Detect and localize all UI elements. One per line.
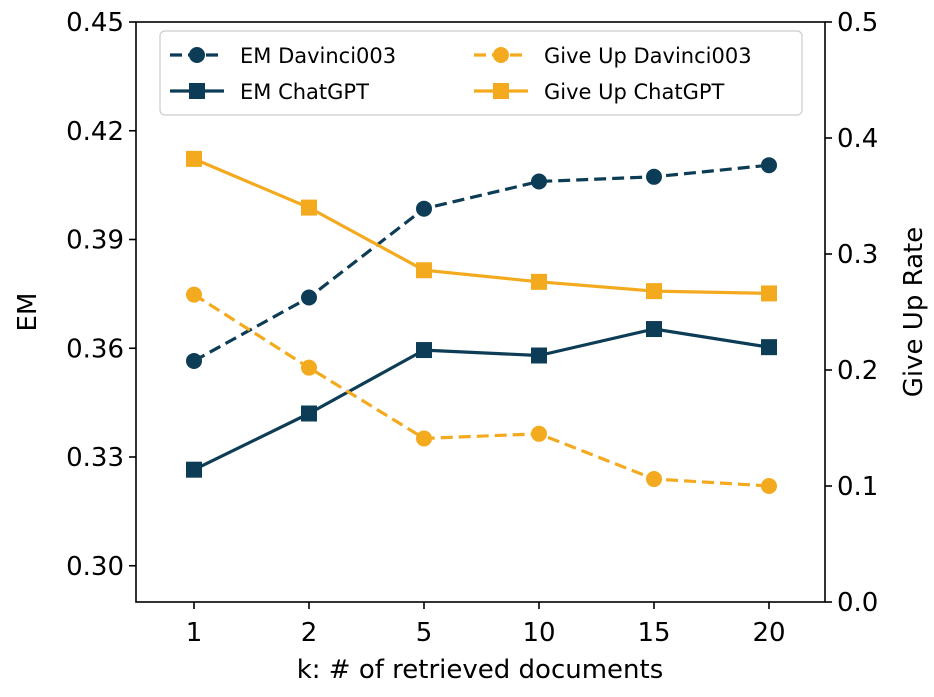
legend-item: Give Up ChatGPT: [474, 80, 725, 104]
x-tick-label: 5: [416, 618, 433, 648]
y-right-tick-label: 0.5: [837, 8, 878, 38]
data-point: [416, 262, 432, 279]
x-tick-label: 20: [752, 618, 785, 648]
data-point: [186, 352, 202, 369]
y-left-tick-label: 0.30: [66, 552, 124, 582]
legend-item: EM ChatGPT: [170, 80, 369, 104]
series-line: [193, 157, 770, 295]
y-right-tick-label: 0.4: [837, 124, 878, 154]
legend-label: Give Up Davinci003: [544, 44, 752, 68]
x-axis: 1 2 5 10 15 20: [186, 602, 786, 648]
x-tick-label: 2: [301, 618, 318, 648]
data-point: [186, 461, 202, 478]
series-em-davinci003: [186, 157, 777, 369]
series-line: [193, 327, 770, 472]
y-right-tick-label: 0.0: [837, 588, 878, 618]
legend-marker: [189, 83, 205, 99]
data-point: [301, 359, 317, 376]
y-right-tick-label: 0.2: [837, 356, 878, 386]
data-point: [646, 471, 662, 488]
data-point: [646, 168, 662, 185]
y-left-tick-label: 0.42: [66, 117, 124, 147]
x-axis-label: k: # of retrieved documents: [297, 655, 664, 685]
y-left-tick-label: 0.39: [66, 226, 124, 256]
y-left-tick-label: 0.45: [66, 8, 124, 38]
data-point: [761, 339, 777, 356]
data-point: [416, 430, 432, 447]
y-left-tick-label: 0.36: [66, 334, 124, 364]
x-tick-label: 1: [186, 618, 203, 648]
data-point: [761, 478, 777, 494]
legend-frame: [159, 30, 803, 116]
data-point: [416, 200, 432, 217]
data-point: [646, 283, 662, 300]
series-give-up-davinci003: [186, 286, 777, 494]
data-point: [531, 273, 547, 290]
data-point: [301, 405, 317, 422]
y-axis-right-label: Give Up Rate: [899, 227, 929, 397]
x-tick-label: 10: [522, 618, 555, 648]
legend-label: EM ChatGPT: [240, 80, 369, 104]
data-point: [301, 289, 317, 306]
legend-marker: [493, 47, 509, 63]
data-point: [416, 342, 432, 359]
data-point: [761, 157, 777, 174]
legend-item: Give Up Davinci003: [474, 44, 752, 68]
data-point: [531, 173, 547, 190]
series-line: [193, 293, 770, 488]
series-line: [193, 163, 770, 363]
x-tick-label: 15: [637, 618, 670, 648]
legend-marker: [189, 47, 205, 63]
legend-label: Give Up ChatGPT: [544, 80, 725, 104]
y-right-tick-label: 0.3: [837, 240, 878, 270]
data-point: [186, 286, 202, 303]
legend-marker: [493, 83, 509, 99]
series-em-chatgpt: [186, 321, 777, 478]
data-point: [186, 150, 202, 167]
data-point: [531, 347, 547, 364]
y-axis-left-label: EM: [13, 293, 43, 332]
y-right-tick-label: 0.1: [837, 472, 878, 502]
data-point: [761, 285, 777, 302]
legend-label: EM Davinci003: [240, 44, 396, 68]
series-group: [186, 150, 777, 494]
series-give-up-chatgpt: [186, 150, 777, 302]
legend: EM Davinci003 EM ChatGPT Give Up Davinci00…: [159, 30, 803, 116]
y-axis-right: 0.0 0.1 0.2 0.3 0.4 0.5: [825, 8, 878, 618]
data-point: [531, 425, 547, 442]
legend-item: EM Davinci003: [170, 44, 396, 68]
data-point: [646, 321, 662, 338]
data-point: [301, 199, 317, 216]
y-axis-left: 0.30 0.33 0.36 0.39 0.42 0.45: [66, 8, 136, 582]
y-left-tick-label: 0.33: [66, 443, 124, 473]
plot-area: [135, 21, 826, 603]
